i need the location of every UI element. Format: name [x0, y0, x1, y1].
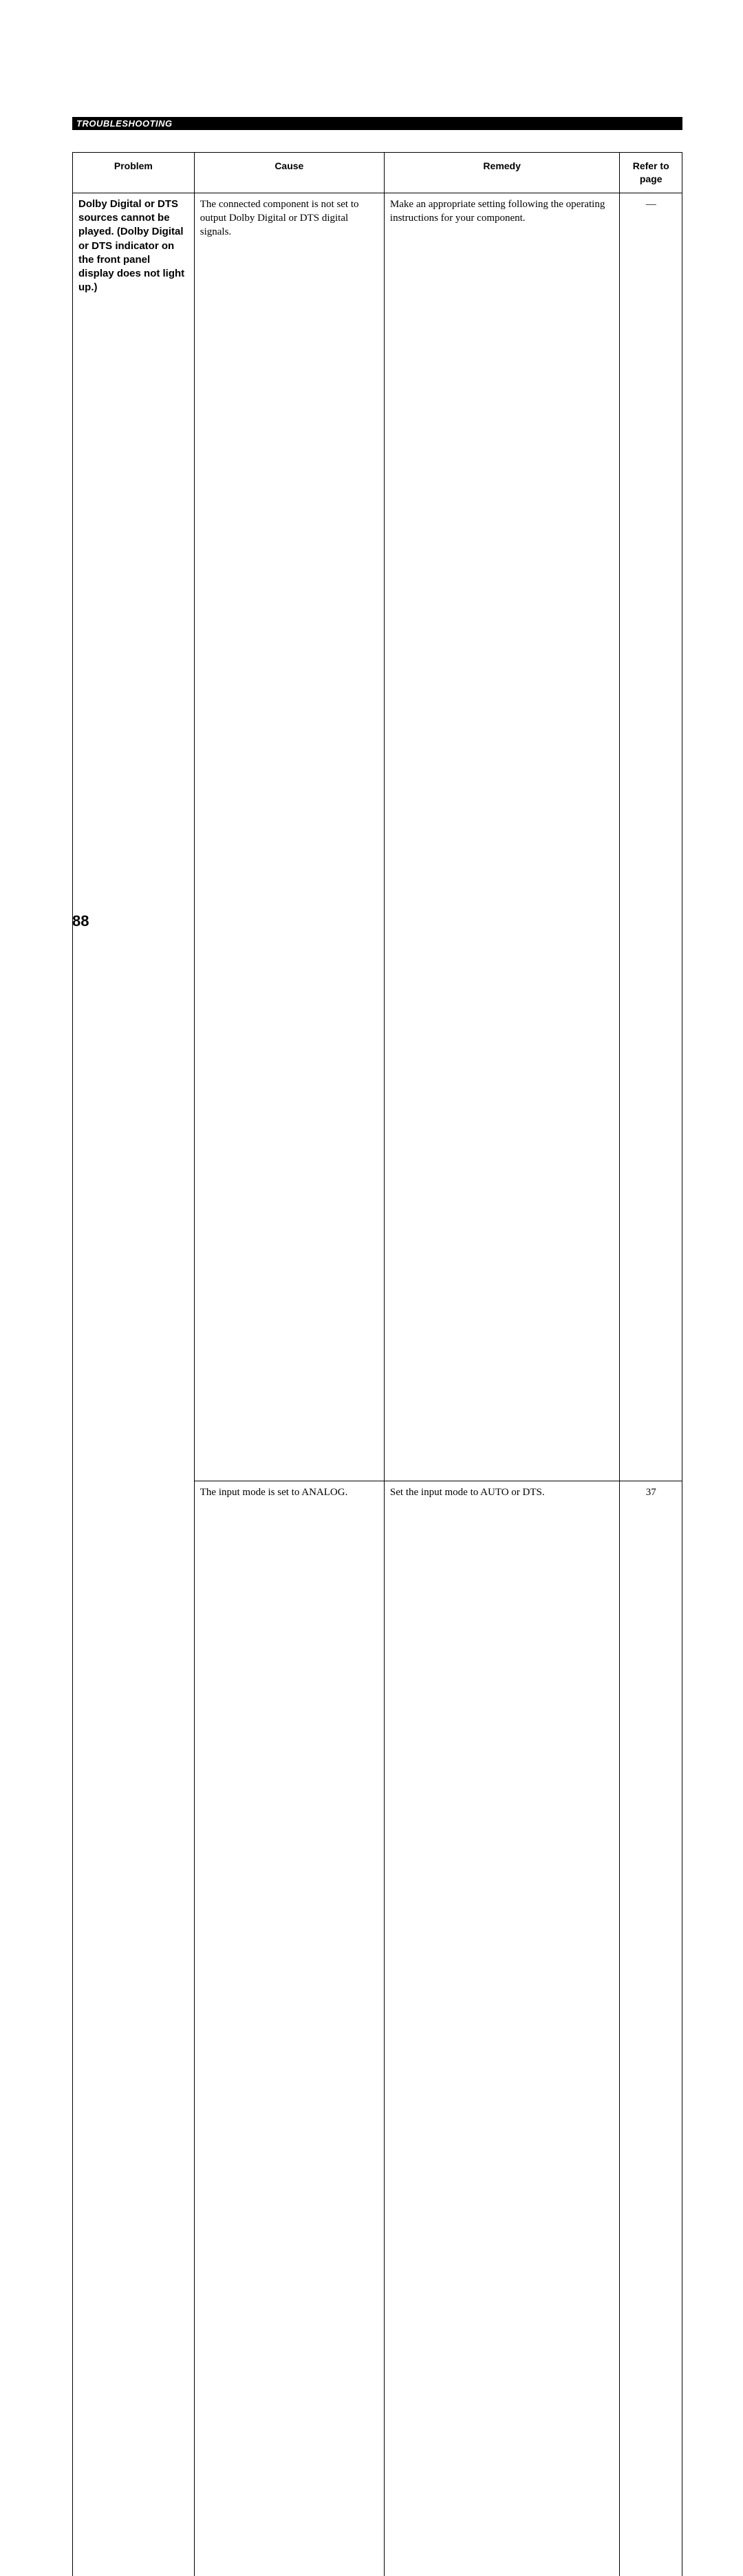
manual-page: TROUBLESHOOTING Problem Cause Remedy Ref… — [0, 0, 743, 1288]
table-body: Dolby Digital or DTS sources cannot be p… — [73, 193, 682, 2576]
remedy-cell: Set the input mode to AUTO or DTS. — [384, 1481, 619, 2576]
page-number: 88 — [72, 912, 89, 930]
section-header: TROUBLESHOOTING — [72, 117, 682, 130]
cause-cell: The input mode is set to ANALOG. — [194, 1481, 384, 2576]
cause-cell: The connected component is not set to ou… — [194, 193, 384, 1481]
col-header-page: Refer to page — [620, 153, 682, 193]
troubleshooting-table: Problem Cause Remedy Refer to page Dolby… — [72, 152, 682, 2576]
page-ref-cell: — — [620, 193, 682, 1481]
col-header-remedy: Remedy — [384, 153, 619, 193]
page-ref-cell: 37 — [620, 1481, 682, 2576]
table-row: Dolby Digital or DTS sources cannot be p… — [73, 193, 682, 1481]
problem-cell: Dolby Digital or DTS sources cannot be p… — [73, 193, 195, 2576]
remedy-cell: Make an appropriate setting following th… — [384, 193, 619, 1481]
col-header-cause: Cause — [194, 153, 384, 193]
table-header-row: Problem Cause Remedy Refer to page — [73, 153, 682, 193]
col-header-problem: Problem — [73, 153, 195, 193]
